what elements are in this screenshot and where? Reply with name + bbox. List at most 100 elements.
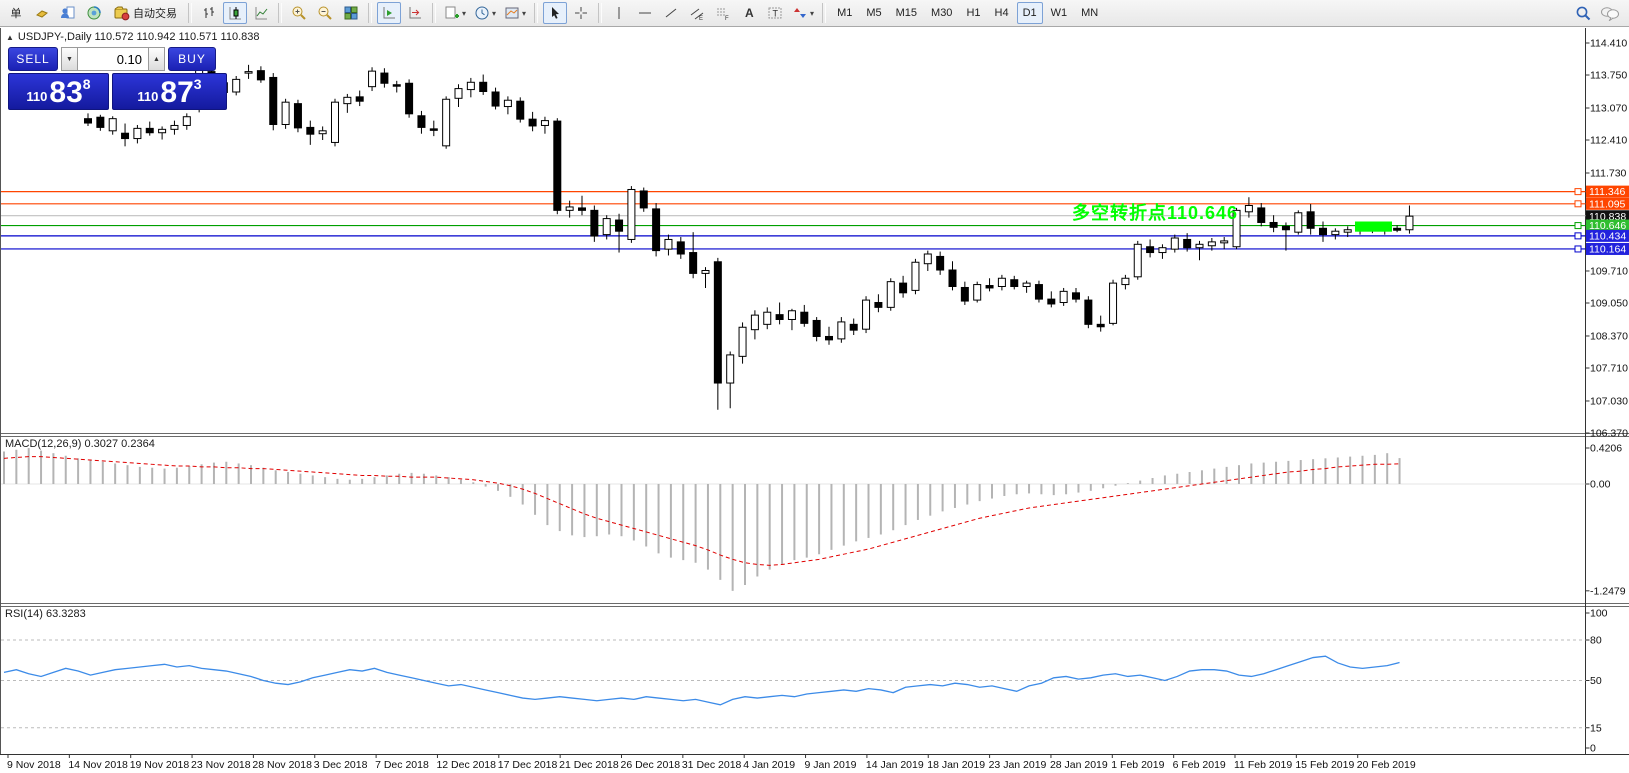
dropdown-icon: ▾ [492,8,497,18]
timeframe-button-M30[interactable]: M30 [925,2,958,24]
timeframe-button-M1[interactable]: M1 [831,2,858,24]
fibonacci-tool-icon[interactable]: F [711,2,735,24]
macd-tick-label: 0.00 [1590,479,1611,491]
autotrading-button[interactable]: 自动交易 [108,2,183,24]
price-label-text: 111.095 [1589,198,1626,210]
market-watch-icon[interactable] [56,2,80,24]
date-label: 7 Dec 2018 [375,759,429,771]
timeframe-button-H1[interactable]: H1 [960,2,986,24]
candle [318,130,327,135]
candle [1010,279,1019,288]
macd-axis: 0.4206 0.00 -1.2479 [1585,442,1626,597]
hline-marker [1574,232,1582,240]
new-order-button[interactable]: 单 [4,2,28,24]
sell-price-display[interactable]: 110 83 8 [8,73,109,110]
candle [763,311,772,325]
templates-icon[interactable]: ▾ [501,2,529,24]
line-chart-mode-icon[interactable] [249,2,273,24]
trendline-tool-icon[interactable] [659,2,683,24]
candle [429,128,438,131]
date-axis: 9 Nov 2018 14 Nov 2018 19 Nov 2018 23 Nov 2… [7,754,1416,771]
timeframe-button-H4[interactable]: H4 [989,2,1015,24]
candle [442,98,451,147]
crosshair-icon[interactable] [569,2,593,24]
candle [96,116,105,128]
candle [1195,243,1204,249]
timeframe-button-W1[interactable]: W1 [1045,2,1074,24]
candle [108,118,117,132]
volume-input[interactable] [78,47,148,71]
pane-frames [0,28,1629,755]
price-tick-label: 108.370 [1590,330,1628,342]
candle [1158,247,1167,254]
candle [1096,323,1105,328]
price-label-text: 110.646 [1589,220,1626,232]
price-label-box [1586,210,1629,223]
date-label: 17 Dec 2018 [498,759,558,771]
candle [1133,243,1142,278]
macd-pane [1,448,1586,591]
comments-icon[interactable] [1597,2,1623,24]
cursor-icon[interactable] [543,2,568,24]
channel-tool-icon[interactable]: E [685,2,709,24]
zoom-in-icon[interactable] [287,2,311,24]
arrows-tool-icon[interactable]: ▾ [789,2,817,24]
volume-decrease-button[interactable]: ▼ [61,47,78,71]
toolbar-separator [432,3,436,23]
timeframe-button-M5[interactable]: M5 [860,2,887,24]
vertical-line-tool-icon[interactable] [607,2,631,24]
periods-clock-icon[interactable]: ▾ [471,2,499,24]
timeframe-button-D1[interactable]: D1 [1016,2,1043,24]
candle [1257,207,1266,223]
search-icon[interactable] [1571,2,1595,24]
date-label: 23 Jan 2019 [989,759,1047,771]
price-tick-label: 113.070 [1590,102,1627,114]
timeframe-button-MN[interactable]: MN [1075,2,1104,24]
timeframe-button-M15[interactable]: M15 [890,2,923,24]
hline-marker [1574,188,1582,196]
candle [565,206,574,211]
auto-scroll-icon[interactable] [377,2,401,24]
candle [145,127,154,134]
candle [1084,299,1093,325]
zoom-out-icon[interactable] [313,2,337,24]
buy-button[interactable]: BUY [168,47,216,71]
svg-text:F: F [725,16,729,21]
horizontal-line-tool-icon[interactable] [633,2,657,24]
candle [1121,277,1130,286]
collapse-panel-icon[interactable]: ▲ [6,33,14,42]
candle [1022,282,1031,288]
toolbar-separator [822,3,827,23]
candle [392,84,401,87]
gold-bar-icon[interactable] [30,2,54,24]
new-chart-icon[interactable]: ▾ [441,2,469,24]
buy-price-display[interactable]: 110 87 3 [112,73,227,110]
candle [540,120,549,126]
candle [775,314,784,320]
price-label-box [1586,197,1629,210]
price-tick-label: 109.710 [1590,265,1628,277]
candle [1331,230,1340,236]
chart-shift-icon[interactable] [403,2,427,24]
text-label-tool-icon[interactable]: T [763,2,787,24]
date-label: 21 Dec 2018 [559,759,619,771]
tile-windows-icon[interactable] [339,2,363,24]
candle [1405,215,1414,231]
bar-chart-mode-icon[interactable] [197,2,221,24]
text-tool-icon[interactable]: A [737,2,761,24]
date-label: 6 Feb 2019 [1173,759,1226,771]
candle [973,284,982,301]
candle [466,81,475,91]
sell-button[interactable]: SELL [8,47,58,71]
candle [911,261,920,291]
candlestick-mode-icon[interactable] [223,2,247,24]
macd-signal-line [3,456,1400,566]
volume-increase-button[interactable]: ▲ [148,47,165,71]
data-window-icon[interactable] [82,2,106,24]
rsi-line [3,655,1400,706]
horizontal-lines-layer [1,188,1586,253]
date-label: 26 Dec 2018 [621,759,681,771]
macd-tick-label: 0.4206 [1590,442,1622,454]
